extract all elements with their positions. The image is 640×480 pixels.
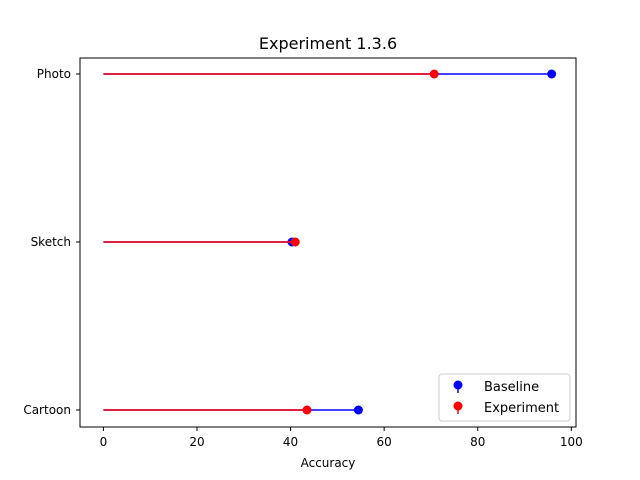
baseline-cartoon-point (353, 405, 363, 415)
experiment-sketch-point (290, 237, 300, 247)
x-tick-label: 0 (100, 435, 108, 449)
experiment-photo-point (429, 69, 439, 79)
y-tick-label: Cartoon (23, 403, 71, 417)
legend-experiment-marker (453, 401, 463, 411)
x-tick-label: 80 (470, 435, 485, 449)
legend: Baseline Experiment (438, 373, 571, 422)
y-tick-label: Sketch (31, 235, 71, 249)
x-axis: 0 20 40 60 80 100 (100, 427, 583, 449)
experiment-cartoon-point (302, 405, 312, 415)
legend-experiment-label: Experiment (484, 401, 559, 416)
baseline-photo-point (547, 69, 557, 79)
x-tick-label: 60 (377, 435, 392, 449)
chart-title: Experiment 1.3.6 (259, 34, 397, 53)
legend-frame (438, 373, 571, 422)
legend-baseline-marker (453, 380, 463, 390)
legend-baseline-label: Baseline (484, 380, 539, 395)
y-axis: Photo Sketch Cartoon (23, 67, 80, 417)
x-tick-label: 20 (189, 435, 204, 449)
chart-marks (103, 69, 557, 415)
y-tick-label: Photo (37, 67, 71, 81)
x-tick-label: 40 (283, 435, 298, 449)
x-axis-label: Accuracy (301, 456, 356, 470)
x-tick-label: 100 (560, 435, 583, 449)
